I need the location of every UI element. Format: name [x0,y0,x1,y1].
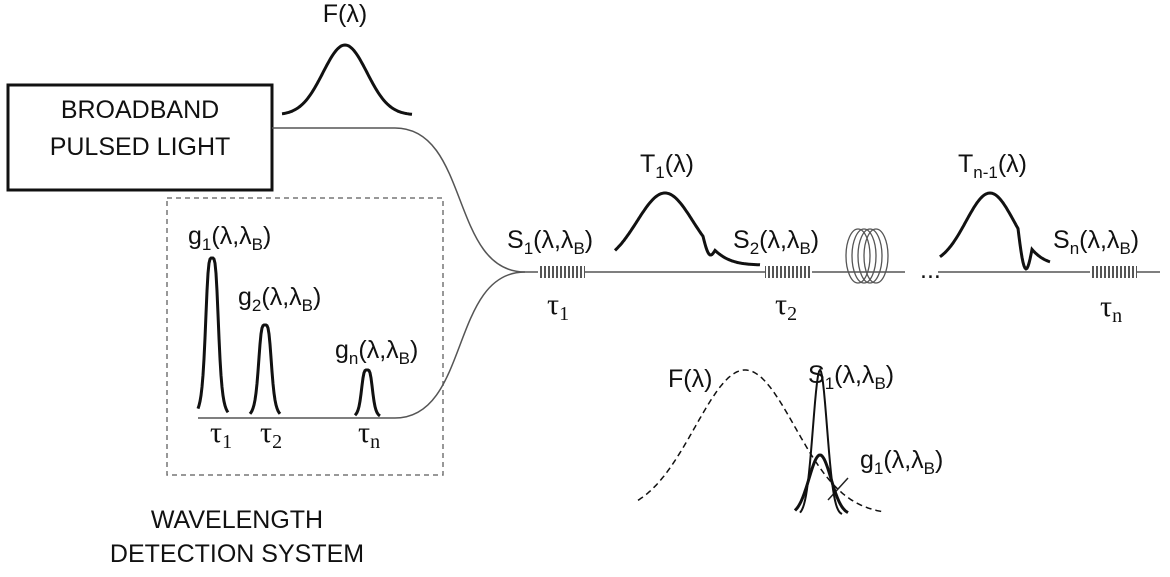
source-line: PULSED LIGHT [50,133,231,161]
subscript: 1 [202,235,211,254]
subscript: 2 [272,431,282,453]
label: τ2 [260,416,282,453]
label-text: (λ,λ [759,226,800,254]
label-text: g [860,446,874,474]
source-line: BROADBAND [61,96,219,124]
subscript: B [1119,239,1130,258]
label-text: S [733,226,750,254]
diagram: BROADBAND PULSED LIGHT WAVELENGTH DETECT… [0,0,1170,572]
label-text: (λ,λ [834,361,875,389]
label: g1(λ,λB) [860,446,943,478]
spectrum [282,45,412,114]
label-text: S [507,226,524,254]
peak [198,258,228,412]
subscript: B [874,374,885,393]
label: ... [920,256,941,284]
subscript: 1 [655,163,664,182]
subscript: B [252,235,263,254]
label: S1(λ,λB) [507,226,593,258]
grating [1090,266,1137,278]
label: F(λ) [668,365,712,393]
label: T1(λ) [640,150,694,182]
subscript: n [349,349,358,368]
label-text: ) [811,226,819,254]
subscript: 1 [524,239,533,258]
subscript: n [370,431,380,453]
label-text: ... [920,256,941,284]
label: τn [1100,290,1122,327]
fiber-coil [846,229,888,283]
label: τn [358,416,380,453]
label-text: τ [358,416,370,449]
subscript: 1 [874,459,883,478]
label: τ1 [547,288,569,325]
peak [355,370,380,416]
label-text: (λ,λ [533,226,574,254]
subscript: 1 [825,374,834,393]
label-text: ) [935,446,943,474]
label-text: S [1053,226,1070,254]
subscript: 1 [559,303,569,325]
label-text: S [808,361,825,389]
label-text: ) [1131,226,1139,254]
subscript: 2 [252,296,261,315]
peak [250,325,280,414]
label-text: T [640,150,655,178]
subscript: 1 [222,431,232,453]
label: Sn(λ,λB) [1053,226,1139,258]
label-text: ) [886,361,894,389]
label-text: ) [410,336,418,364]
subscript: B [302,296,313,315]
grating [538,266,585,278]
label-text: (λ,λ [211,222,252,250]
label: g2(λ,λB) [238,283,321,315]
label: g1(λ,λB) [188,222,271,254]
label: F(λ) [323,0,367,28]
grating [765,266,812,278]
label: τ1 [210,416,232,453]
subscript: 2 [787,303,797,325]
label-text: τ [547,288,559,321]
label-text: τ [210,416,222,449]
label-text: (λ) [998,150,1027,178]
label: τ2 [775,288,797,325]
subscript: B [399,349,410,368]
subscript: 2 [750,239,759,258]
label-text: (λ,λ [261,283,302,311]
label-text: ) [263,222,271,250]
label-text: g [335,336,349,364]
label-text: τ [775,288,787,321]
label-text: (λ,λ [1079,226,1120,254]
label-text: T [958,150,973,178]
subscript: n-1 [973,163,998,182]
label: S1(λ,λB) [808,361,894,393]
label-text: τ [1100,290,1112,323]
label-text: τ [260,416,272,449]
label: S2(λ,λB) [733,226,819,258]
label-text: ) [313,283,321,311]
detection-line: DETECTION SYSTEM [110,540,364,568]
label-text: F(λ) [668,365,712,393]
label-text: (λ,λ [883,446,924,474]
detection-line: WAVELENGTH [151,506,323,534]
label: Tn-1(λ) [958,150,1027,182]
peak [795,455,848,513]
label: gn(λ,λB) [335,336,418,368]
fiber [272,128,525,272]
subscript: B [573,239,584,258]
subscript: B [799,239,810,258]
label-text: ) [585,226,593,254]
subscript: B [924,459,935,478]
subscript: n [1070,239,1079,258]
spectrum [940,193,1050,269]
label-text: (λ) [665,150,694,178]
label-text: g [188,222,202,250]
label-text: g [238,283,252,311]
label-text: (λ,λ [358,336,399,364]
label-text: F(λ) [323,0,367,28]
subscript: n [1112,305,1122,327]
